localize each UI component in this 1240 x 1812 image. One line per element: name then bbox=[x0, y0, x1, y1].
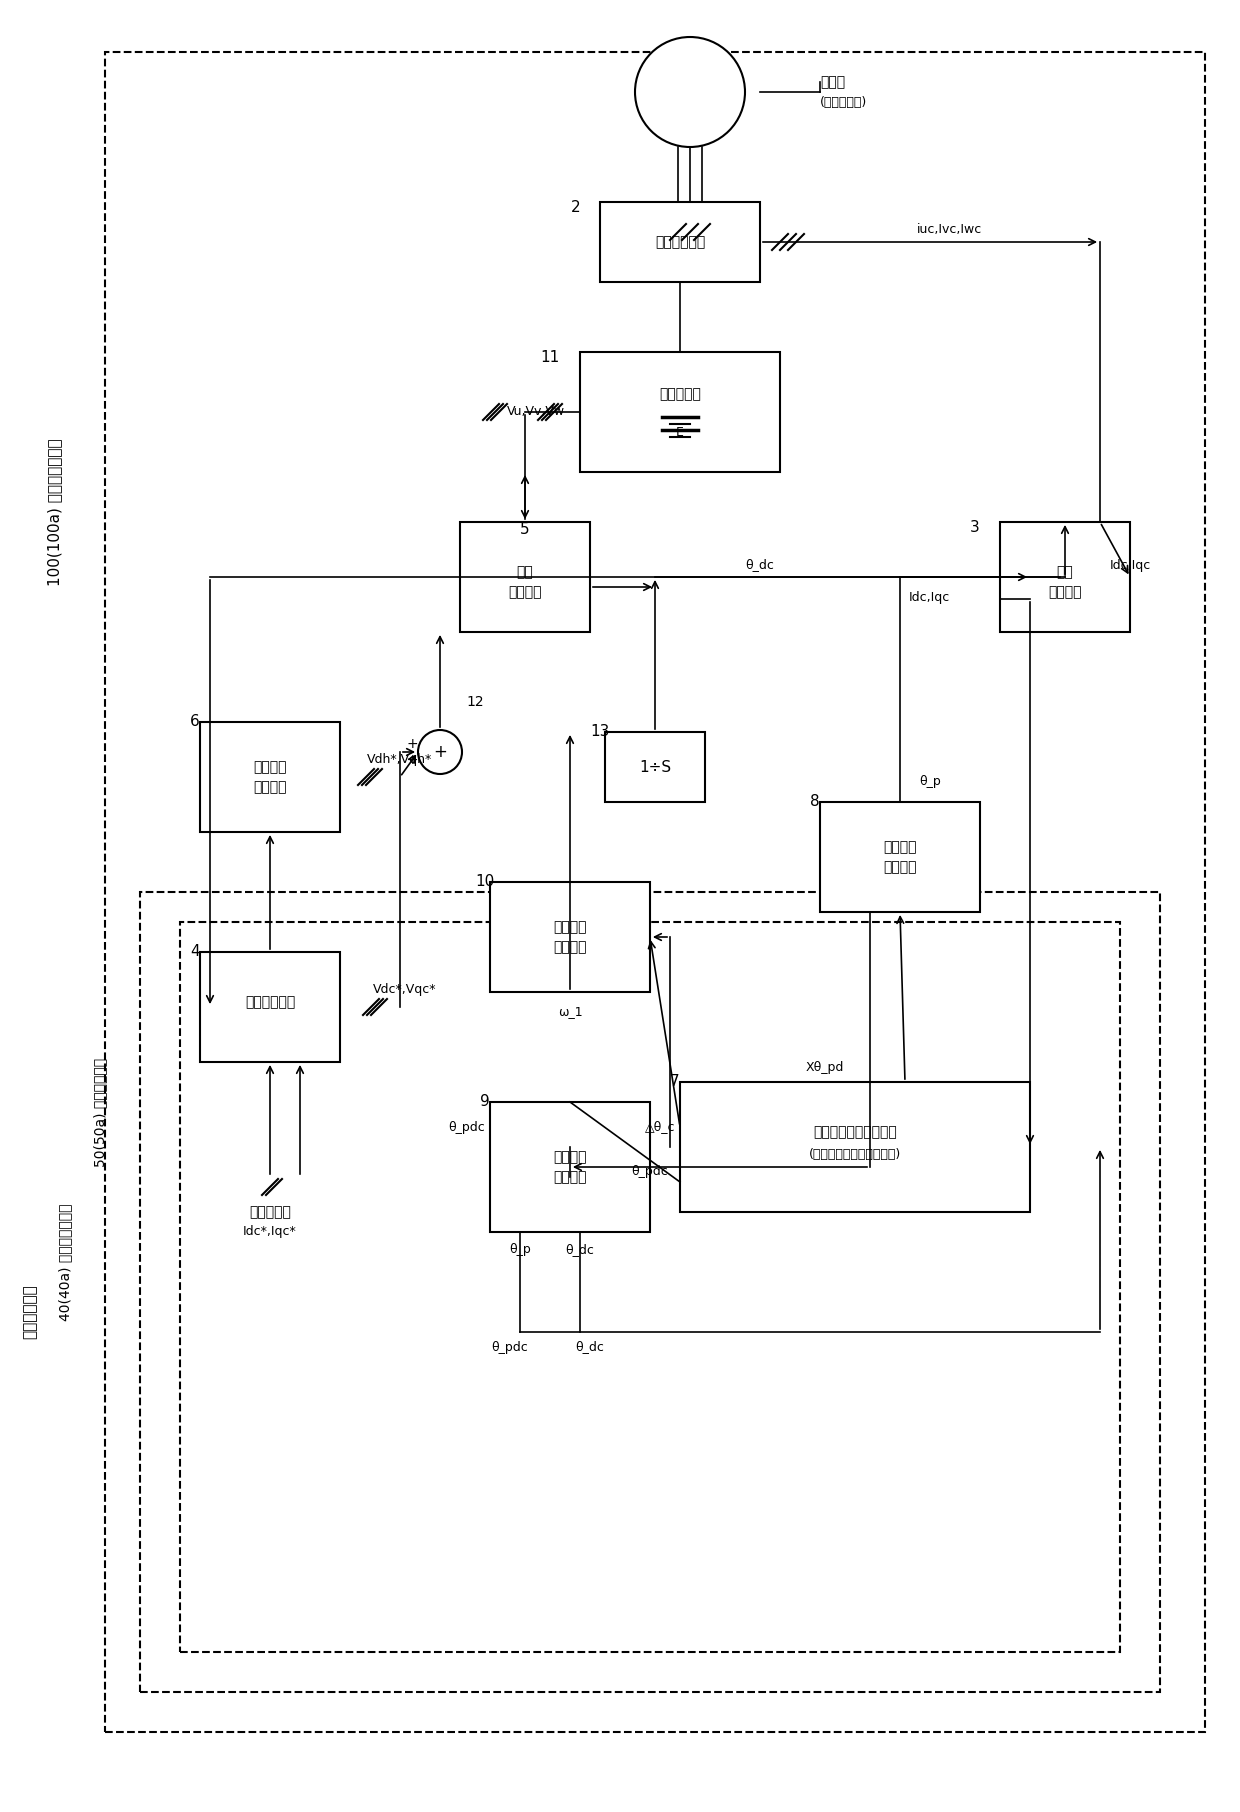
Text: 重叠相位: 重叠相位 bbox=[883, 841, 916, 853]
Text: Xθ_pd: Xθ_pd bbox=[806, 1060, 844, 1073]
Text: 运算单元: 运算单元 bbox=[553, 1171, 587, 1183]
Text: 8: 8 bbox=[810, 794, 820, 810]
Bar bbox=[580, 352, 780, 471]
Text: 11: 11 bbox=[541, 350, 560, 364]
Text: θ_pdc: θ_pdc bbox=[448, 1120, 485, 1134]
Bar bbox=[180, 922, 1120, 1653]
Text: E: E bbox=[676, 426, 684, 439]
Text: 调整单元: 调整单元 bbox=[553, 940, 587, 953]
Text: Idc,Iqc: Idc,Iqc bbox=[909, 591, 950, 603]
Text: θ_dc: θ_dc bbox=[565, 1243, 594, 1256]
Text: 9: 9 bbox=[480, 1094, 490, 1109]
Text: iuc,Ivc,Iwc: iuc,Ivc,Iwc bbox=[918, 223, 982, 237]
Text: (同步电动机): (同步电动机) bbox=[820, 96, 867, 109]
Text: θ_p: θ_p bbox=[510, 1243, 531, 1256]
Text: 40(40a) 电动机控制装置: 40(40a) 电动机控制装置 bbox=[58, 1203, 72, 1321]
Text: Idc*,Iqc*: Idc*,Iqc* bbox=[243, 1225, 296, 1238]
Bar bbox=[140, 892, 1159, 1692]
Circle shape bbox=[635, 36, 745, 147]
Text: 10: 10 bbox=[475, 875, 495, 890]
Text: 2: 2 bbox=[570, 199, 580, 214]
Bar bbox=[105, 53, 1205, 1732]
Text: 电动机: 电动机 bbox=[820, 74, 846, 89]
Text: θ_pdc: θ_pdc bbox=[631, 1165, 668, 1178]
Text: 转换单元: 转换单元 bbox=[1048, 585, 1081, 600]
Bar bbox=[490, 882, 650, 991]
Text: 100(100a) 电动机控制系统: 100(100a) 电动机控制系统 bbox=[47, 439, 62, 585]
Text: Vu,Vv,Vw: Vu,Vv,Vw bbox=[507, 406, 565, 419]
Bar bbox=[999, 522, 1130, 632]
Text: Idc,Iqc: Idc,Iqc bbox=[1110, 558, 1151, 571]
Text: 转换单元: 转换单元 bbox=[508, 585, 542, 600]
Text: (高频电流相位差运算单元): (高频电流相位差运算单元) bbox=[808, 1149, 901, 1161]
Text: 1÷S: 1÷S bbox=[639, 759, 671, 774]
Text: ω_1: ω_1 bbox=[558, 1006, 583, 1018]
Bar bbox=[460, 522, 590, 632]
Bar bbox=[200, 951, 340, 1062]
Text: θ_dc: θ_dc bbox=[745, 558, 775, 571]
Text: 6: 6 bbox=[190, 714, 200, 730]
Text: 坐标: 坐标 bbox=[1056, 565, 1074, 580]
Text: 50(50a) 电力转换装置: 50(50a) 电力转换装置 bbox=[93, 1058, 107, 1167]
Text: 生成单元: 生成单元 bbox=[253, 779, 286, 794]
Bar bbox=[680, 1082, 1030, 1212]
Text: 4: 4 bbox=[190, 944, 200, 960]
Bar bbox=[605, 732, 706, 803]
Bar bbox=[200, 721, 340, 832]
Text: +: + bbox=[407, 754, 418, 766]
Bar bbox=[820, 803, 980, 911]
Text: 励磁相位: 励磁相位 bbox=[553, 920, 587, 933]
Text: +: + bbox=[433, 743, 446, 761]
Text: 轴偏差量: 轴偏差量 bbox=[553, 1151, 587, 1163]
Text: 交变电压: 交变电压 bbox=[253, 759, 286, 774]
Text: 3: 3 bbox=[970, 520, 980, 535]
Text: 轴误差基准量运算单元: 轴误差基准量运算单元 bbox=[813, 1125, 897, 1140]
Text: +: + bbox=[407, 737, 418, 750]
Text: 电力转换器: 电力转换器 bbox=[660, 388, 701, 400]
Text: 电流检测单元: 电流检测单元 bbox=[655, 236, 706, 248]
Text: 5: 5 bbox=[521, 522, 529, 538]
Circle shape bbox=[418, 730, 463, 774]
Text: θ_pdc: θ_pdc bbox=[491, 1341, 528, 1354]
Text: 电流指令值: 电流指令值 bbox=[249, 1205, 291, 1219]
Text: Vdh*,Vqh*: Vdh*,Vqh* bbox=[367, 752, 433, 765]
Text: θ_dc: θ_dc bbox=[575, 1341, 604, 1354]
Text: 坐标: 坐标 bbox=[517, 565, 533, 580]
Text: 电压运算单元: 电压运算单元 bbox=[244, 995, 295, 1009]
Text: 调整单元: 调整单元 bbox=[883, 861, 916, 873]
Bar bbox=[600, 201, 760, 283]
Text: θ_p: θ_p bbox=[919, 776, 941, 788]
Text: 12: 12 bbox=[466, 696, 484, 708]
Text: △θ_c: △θ_c bbox=[645, 1120, 676, 1134]
Text: 13: 13 bbox=[590, 725, 610, 739]
Text: 7: 7 bbox=[670, 1075, 680, 1089]
Text: Vdc*,Vqc*: Vdc*,Vqc* bbox=[373, 982, 436, 995]
Bar bbox=[490, 1102, 650, 1232]
Text: 第一实施方式: 第一实施方式 bbox=[22, 1285, 37, 1339]
